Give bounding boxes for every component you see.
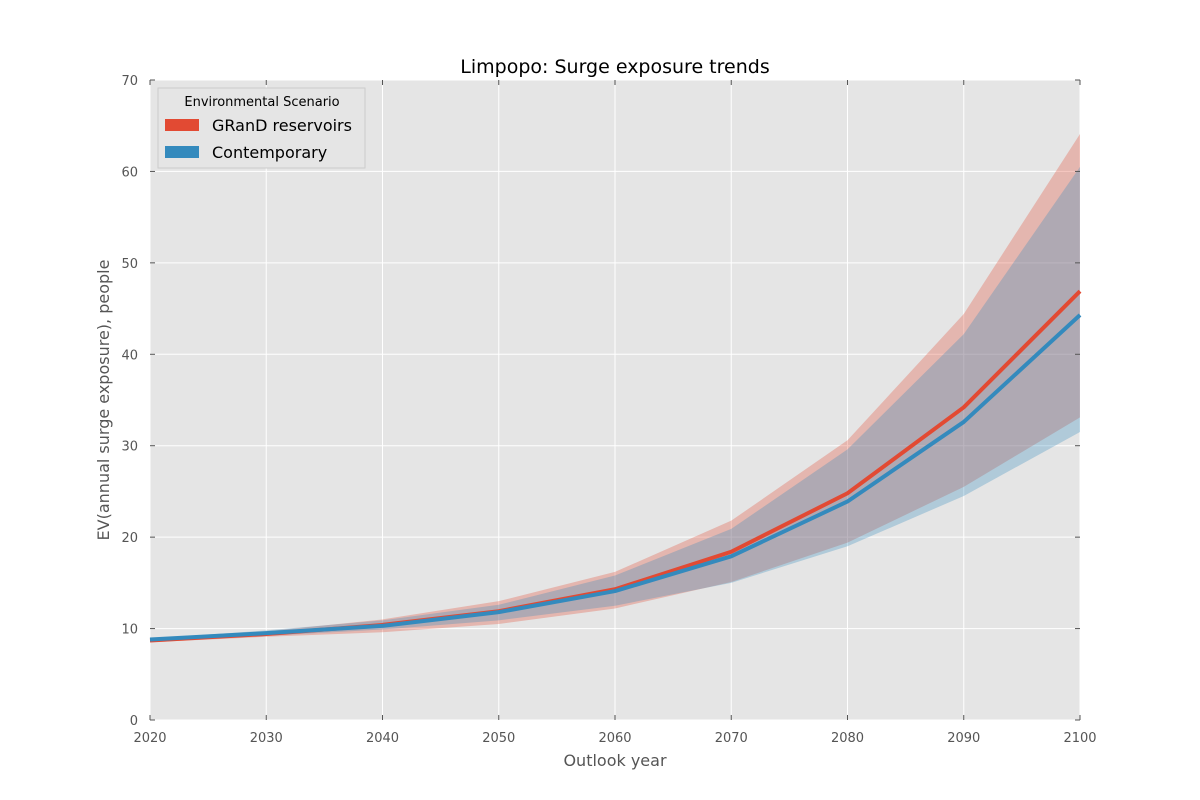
y-tick-label-10: 10 bbox=[121, 623, 138, 638]
y-tick-label-50: 50 bbox=[121, 257, 138, 272]
x-tick-label-2040: 2040 bbox=[366, 731, 399, 746]
legend: Environmental Scenario GRanD reservoirs … bbox=[157, 87, 366, 169]
x-tick-label-2090: 2090 bbox=[947, 731, 980, 746]
x-tick-label-2070: 2070 bbox=[715, 731, 748, 746]
x-tick-label-2050: 2050 bbox=[482, 731, 515, 746]
x-tick-label-2060: 2060 bbox=[598, 731, 631, 746]
series-lines bbox=[149, 289, 1082, 643]
legend-label-contemporary: Contemporary bbox=[212, 143, 327, 162]
x-tick-label-2030: 2030 bbox=[250, 731, 283, 746]
y-tick-label-0: 0 bbox=[130, 714, 138, 729]
line-contemporary bbox=[149, 313, 1082, 642]
x-tick-label-2080: 2080 bbox=[831, 731, 864, 746]
legend-title: Environmental Scenario bbox=[184, 95, 339, 110]
y-tick-label-20: 20 bbox=[121, 531, 138, 546]
axis-ticks bbox=[149, 79, 1081, 721]
y-tick-label-40: 40 bbox=[121, 348, 138, 363]
band-grand-reservoirs bbox=[150, 133, 1080, 643]
x-axis-label: Outlook year bbox=[563, 751, 667, 770]
x-tick-label-2020: 2020 bbox=[133, 731, 166, 746]
y-tick-label-30: 30 bbox=[121, 440, 138, 455]
band-contemporary bbox=[150, 166, 1080, 642]
confidence-bands bbox=[150, 133, 1080, 643]
x-tick-labels: 2020 2030 2040 2050 2060 2070 2080 2090 2100 bbox=[133, 731, 1096, 746]
y-axis-label: EV(annual surge exposure), people bbox=[94, 260, 113, 541]
y-tick-label-60: 60 bbox=[121, 165, 138, 180]
legend-swatch-grand-reservoirs bbox=[165, 119, 199, 131]
legend-swatch-contemporary bbox=[165, 146, 199, 158]
chart-title: Limpopo: Surge exposure trends bbox=[460, 56, 769, 78]
legend-label-grand-reservoirs: GRanD reservoirs bbox=[212, 116, 352, 135]
x-tick-label-2100: 2100 bbox=[1063, 731, 1096, 746]
y-tick-labels: 0 10 20 30 40 50 60 70 bbox=[121, 74, 138, 729]
y-tick-label-70: 70 bbox=[121, 74, 138, 89]
